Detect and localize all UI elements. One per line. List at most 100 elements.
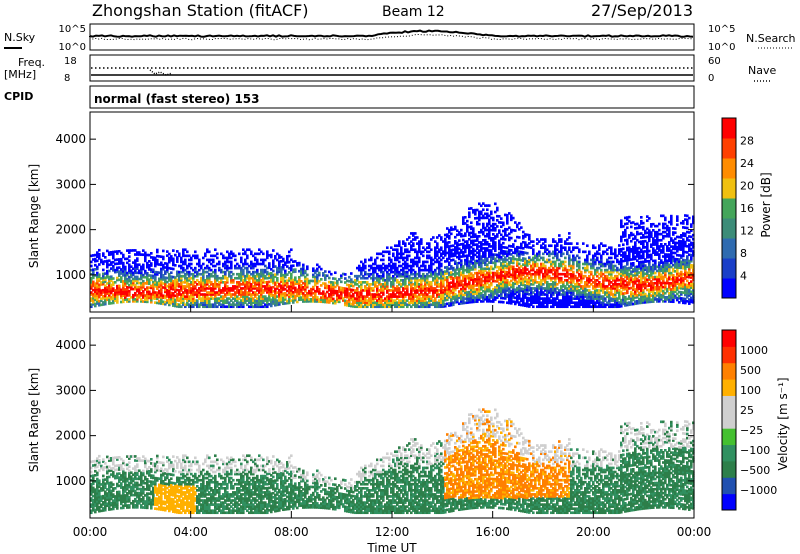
power-cell xyxy=(574,276,577,280)
power-cell xyxy=(136,300,139,303)
power-cell xyxy=(332,291,335,295)
power-cell xyxy=(546,301,549,305)
power-cell xyxy=(106,269,109,273)
power-cell xyxy=(188,297,191,300)
power-cell xyxy=(498,272,501,275)
power-cell xyxy=(98,285,101,289)
power-cell xyxy=(544,281,547,284)
power-cell xyxy=(534,295,537,298)
power-cell xyxy=(238,252,241,256)
power-cell xyxy=(440,295,443,298)
power-cell xyxy=(392,283,395,286)
power-cell xyxy=(418,270,421,274)
power-cell xyxy=(474,284,477,287)
power-cell xyxy=(264,268,267,272)
power-cell xyxy=(172,279,175,283)
power-cell xyxy=(148,296,151,300)
power-cell xyxy=(500,217,503,220)
power-cell xyxy=(560,276,563,280)
power-cell xyxy=(346,279,349,283)
power-cell xyxy=(162,294,165,298)
power-cell xyxy=(242,297,245,300)
power-cell xyxy=(232,293,235,296)
power-cell xyxy=(272,275,275,279)
power-cell xyxy=(132,293,135,297)
power-cell xyxy=(248,270,251,274)
power-cell xyxy=(546,303,549,307)
power-cell xyxy=(558,303,561,307)
power-cell xyxy=(358,268,361,272)
power-cell xyxy=(528,276,531,280)
power-cell xyxy=(226,250,229,254)
power-cell xyxy=(274,275,277,278)
power-cell xyxy=(252,266,255,270)
power-cell xyxy=(448,294,451,297)
power-cell xyxy=(568,260,571,264)
power-cell xyxy=(440,246,443,250)
power-cell xyxy=(392,274,395,278)
power-cell xyxy=(540,244,543,248)
power-cell xyxy=(600,289,603,292)
power-cell xyxy=(444,250,447,253)
power-cell xyxy=(364,285,367,288)
power-cell xyxy=(544,250,547,254)
power-cell xyxy=(526,302,529,306)
power-cell xyxy=(586,301,589,305)
power-cell xyxy=(554,301,557,305)
power-cell xyxy=(310,298,313,301)
power-cell xyxy=(412,289,415,292)
power-cell xyxy=(602,262,605,266)
power-cell xyxy=(462,273,465,276)
power-cell xyxy=(554,285,557,288)
power-cell xyxy=(132,261,135,264)
power-cell xyxy=(406,266,409,270)
power-cell xyxy=(178,252,181,256)
power-cell xyxy=(418,260,421,264)
power-cell xyxy=(454,240,457,243)
power-cell xyxy=(592,262,595,266)
power-cell xyxy=(388,299,391,302)
power-cell xyxy=(522,295,525,299)
power-cell xyxy=(400,254,403,258)
power-cell xyxy=(238,289,241,292)
power-cell xyxy=(354,279,357,282)
power-cell xyxy=(164,270,167,273)
power-cell xyxy=(272,259,275,263)
power-cell xyxy=(172,257,175,261)
power-cell xyxy=(364,303,367,307)
power-cell xyxy=(406,276,409,280)
power-cell xyxy=(166,276,169,280)
power-cell xyxy=(178,297,181,300)
power-cell xyxy=(470,207,473,210)
power-cell xyxy=(258,248,261,252)
power-cell xyxy=(360,305,363,309)
power-cell xyxy=(458,231,461,234)
power-cell xyxy=(492,255,495,259)
power-cell xyxy=(262,274,265,278)
power-cell xyxy=(446,227,449,230)
power-cell xyxy=(526,296,529,300)
power-cell xyxy=(246,274,249,278)
power-cell xyxy=(500,286,503,290)
power-cell xyxy=(478,214,481,218)
power-cell xyxy=(460,296,463,299)
power-cell xyxy=(420,252,423,256)
power-cell xyxy=(440,301,443,305)
power-cell xyxy=(432,291,435,294)
power-cell xyxy=(176,284,179,288)
power-cell xyxy=(242,295,245,298)
power-cell xyxy=(452,268,455,272)
power-cell xyxy=(508,252,511,256)
power-cell xyxy=(562,303,565,307)
power-cell xyxy=(602,281,605,284)
power-cell xyxy=(352,301,355,304)
power-cell xyxy=(314,283,317,287)
power-cell xyxy=(612,305,615,309)
power-cell xyxy=(334,299,337,303)
power-cell xyxy=(586,305,589,309)
power-cell xyxy=(498,278,501,281)
power-cell xyxy=(586,293,589,296)
power-cell xyxy=(320,296,323,299)
power-cell xyxy=(512,243,515,246)
power-cell xyxy=(246,266,249,270)
